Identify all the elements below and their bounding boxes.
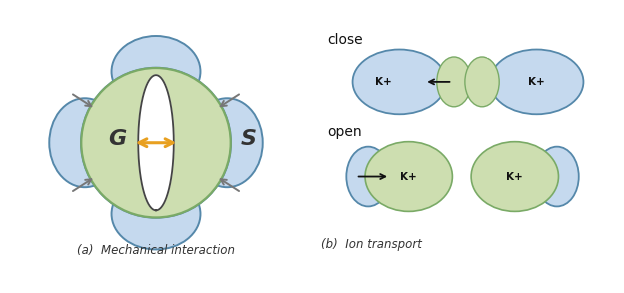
Ellipse shape bbox=[112, 178, 200, 249]
Text: WILEY: WILEY bbox=[486, 54, 501, 59]
Ellipse shape bbox=[192, 98, 263, 187]
Text: (b)  Ion transport: (b) Ion transport bbox=[321, 238, 422, 251]
Ellipse shape bbox=[81, 68, 231, 217]
Text: K+: K+ bbox=[401, 171, 417, 182]
Text: PC: PC bbox=[512, 31, 525, 40]
Text: (a)  Mechanical interaction: (a) Mechanical interaction bbox=[77, 243, 235, 257]
Ellipse shape bbox=[535, 146, 579, 206]
Text: S: S bbox=[240, 129, 256, 149]
Ellipse shape bbox=[346, 146, 390, 206]
Ellipse shape bbox=[81, 68, 231, 217]
Ellipse shape bbox=[353, 50, 446, 114]
Ellipse shape bbox=[471, 142, 558, 212]
Ellipse shape bbox=[490, 50, 583, 114]
Ellipse shape bbox=[479, 25, 508, 49]
Text: G: G bbox=[108, 129, 126, 149]
Text: close: close bbox=[328, 33, 363, 47]
Text: K+: K+ bbox=[376, 77, 392, 87]
Ellipse shape bbox=[437, 57, 471, 107]
Polygon shape bbox=[138, 75, 174, 210]
Text: K+: K+ bbox=[529, 77, 545, 87]
Text: E: E bbox=[516, 41, 522, 50]
Ellipse shape bbox=[112, 36, 200, 107]
Ellipse shape bbox=[365, 142, 452, 212]
Ellipse shape bbox=[465, 57, 499, 107]
Ellipse shape bbox=[49, 98, 120, 187]
Text: open: open bbox=[328, 125, 362, 139]
Text: K+: K+ bbox=[507, 171, 523, 182]
